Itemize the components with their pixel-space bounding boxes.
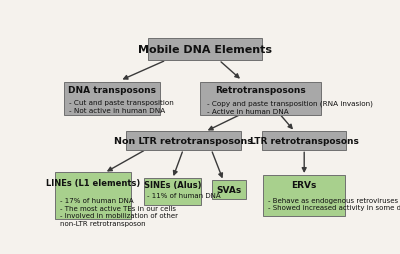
Text: SVAs: SVAs bbox=[216, 185, 242, 194]
FancyBboxPatch shape bbox=[64, 82, 160, 116]
FancyBboxPatch shape bbox=[56, 172, 131, 219]
FancyBboxPatch shape bbox=[212, 181, 246, 199]
Text: - Cut and paste transposition
- Not active in human DNA: - Cut and paste transposition - Not acti… bbox=[69, 100, 174, 114]
Text: Mobile DNA Elements: Mobile DNA Elements bbox=[138, 45, 272, 55]
FancyBboxPatch shape bbox=[262, 131, 346, 151]
Text: LTR retrotransposons: LTR retrotransposons bbox=[250, 136, 359, 146]
Text: Retrotransposons: Retrotransposons bbox=[216, 86, 306, 95]
FancyBboxPatch shape bbox=[263, 175, 345, 216]
Text: DNA transposons: DNA transposons bbox=[68, 86, 156, 95]
Text: - Behave as endogenous retroviruses
- Showed increased activity in some diseases: - Behave as endogenous retroviruses - Sh… bbox=[268, 197, 400, 211]
Text: - Copy and paste transposition (RNA invasion)
- Active in human DNA: - Copy and paste transposition (RNA inva… bbox=[207, 100, 372, 114]
Text: LINEs (L1 elements): LINEs (L1 elements) bbox=[46, 179, 140, 188]
FancyBboxPatch shape bbox=[144, 178, 201, 205]
Text: - 11% of human DNA: - 11% of human DNA bbox=[148, 193, 221, 199]
Text: - 17% of human DNA
- The most active TEs in our cells
- Involved in mobilization: - 17% of human DNA - The most active TEs… bbox=[60, 197, 178, 226]
Text: SINEs (Alus): SINEs (Alus) bbox=[144, 180, 201, 189]
Text: Non LTR retrotransposons: Non LTR retrotransposons bbox=[114, 136, 253, 146]
FancyBboxPatch shape bbox=[200, 82, 321, 116]
Text: ERVs: ERVs bbox=[292, 180, 317, 189]
FancyBboxPatch shape bbox=[126, 131, 241, 151]
FancyBboxPatch shape bbox=[148, 39, 262, 61]
